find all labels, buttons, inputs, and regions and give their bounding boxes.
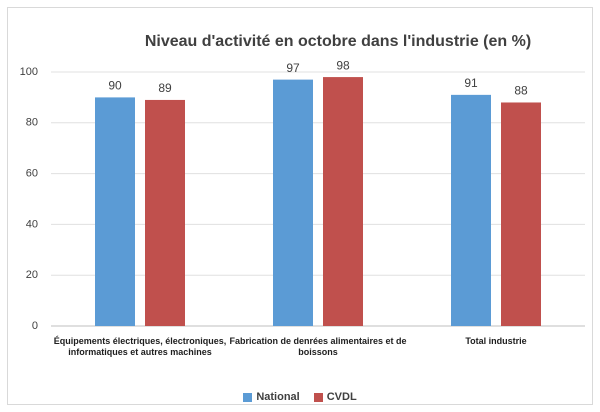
legend-swatch [243,392,253,402]
y-tick-label: 0 [32,320,38,332]
x-tick-label: Fabrication de denrées alimentaires et d… [229,336,407,357]
y-tick-label: 100 [20,66,38,78]
chart-title: Niveau d'activité en octobre dans l'indu… [145,33,531,50]
data-label: 97 [286,61,300,75]
y-tick-label: 80 [26,117,38,129]
y-tick-label: 60 [26,168,38,180]
data-label: 91 [464,76,478,90]
legend-item: CVDL [313,390,357,404]
data-label: 88 [514,84,528,98]
y-tick-label: 40 [26,218,38,230]
bar [273,79,313,327]
bar [501,102,541,326]
bar [95,97,135,327]
bar [451,94,491,326]
y-tick-label: 20 [26,269,38,281]
legend: National CVDL [0,390,600,404]
x-tick-label: Équipements électriques, électroniques, … [53,336,227,357]
legend-swatch [313,392,323,402]
data-label: 90 [108,79,122,93]
legend-label: National [256,391,300,403]
data-label: 98 [336,58,350,72]
x-tick-label: Total industrie [465,336,527,346]
legend-item: National [243,390,300,404]
legend-label: CVDL [326,391,357,403]
bar [145,99,185,326]
bar [323,77,363,326]
data-label: 89 [158,81,172,95]
